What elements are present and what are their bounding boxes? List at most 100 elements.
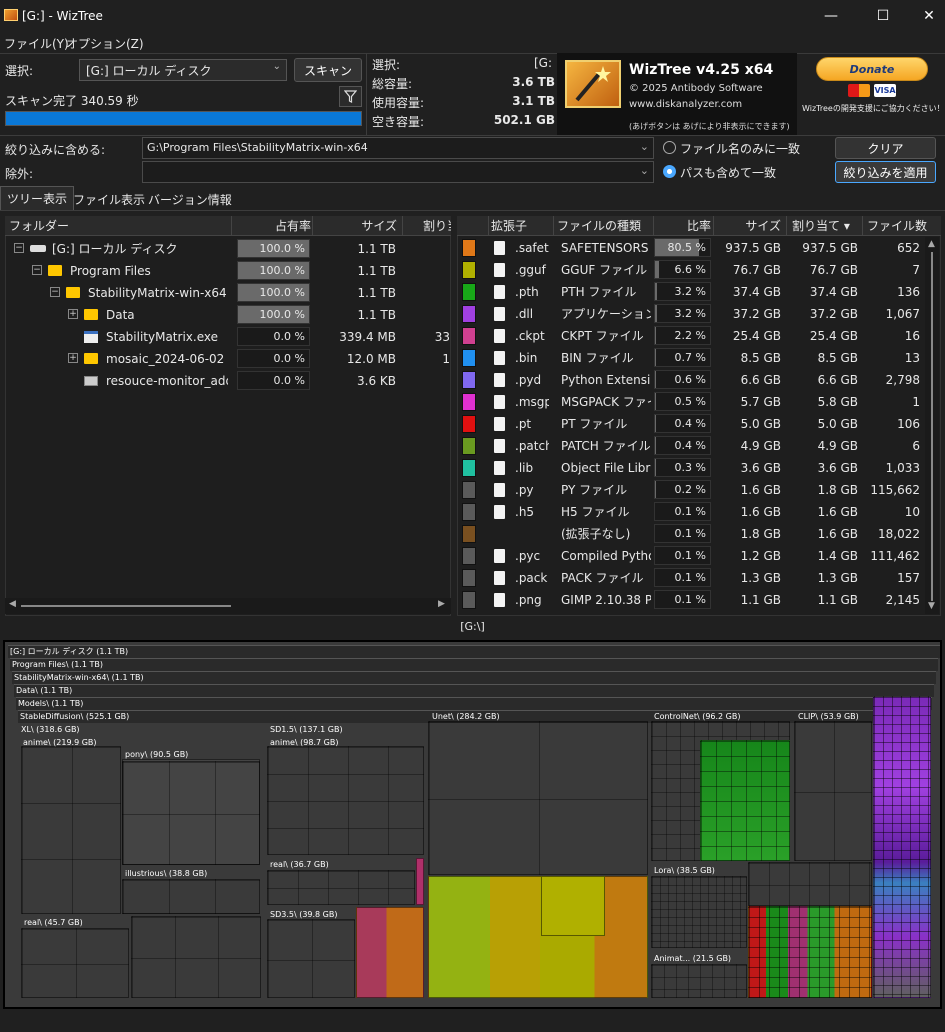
ext-size: 25.4 GB bbox=[732, 329, 781, 343]
menu-file[interactable]: ファイル(Y) bbox=[4, 37, 69, 51]
ext-row[interactable]: .pyc Compiled Pytho 0.1 % 1.2 GB 1.4 GB 111,4… bbox=[0, 545, 924, 567]
scroll-left-icon[interactable]: ◀ bbox=[9, 599, 16, 609]
tab-tree-view[interactable]: ツリー表示 bbox=[0, 186, 75, 210]
minimize-button[interactable]: — bbox=[824, 8, 838, 24]
treemap-folder-header[interactable]: [G:] ローカル ディスク (1.1 TB) bbox=[8, 645, 940, 658]
tree-row[interactable]: resouce-monitor_add 0.0 % 3.6 KB bbox=[6, 370, 450, 392]
ext-row[interactable]: .dll アプリケーション拡 3.2 % 37.2 GB 37.2 GB 1,067 bbox=[0, 303, 924, 325]
treemap-block[interactable] bbox=[873, 696, 931, 998]
close-button[interactable]: ✕ bbox=[923, 8, 935, 24]
col-file-type[interactable]: ファイルの種類 bbox=[553, 216, 641, 235]
treemap-block[interactable] bbox=[122, 879, 260, 914]
scroll-down-icon[interactable]: ▼ bbox=[928, 601, 935, 611]
tab-file-view[interactable]: ファイル表示 bbox=[73, 193, 146, 207]
tree-scrollbar-horizontal[interactable]: ◀ ▶ bbox=[5, 598, 451, 614]
scan-button[interactable]: スキャン bbox=[294, 58, 362, 82]
ext-row[interactable]: .safete SAFETENSORS フ 80.5 % 937.5 GB 937.5 … bbox=[0, 237, 924, 259]
ext-row[interactable]: .bin BIN ファイル 0.7 % 8.5 GB 8.5 GB 13 bbox=[0, 347, 924, 369]
treemap-block[interactable] bbox=[267, 746, 424, 855]
expand-toggle-icon[interactable]: − bbox=[50, 287, 60, 297]
col-size[interactable]: サイズ bbox=[312, 216, 397, 235]
treemap-block[interactable] bbox=[651, 964, 747, 998]
chevron-down-icon[interactable]: ⌄ bbox=[639, 140, 649, 153]
chevron-down-icon[interactable]: ⌄ bbox=[639, 164, 649, 177]
maximize-button[interactable]: ☐ bbox=[876, 8, 890, 24]
exclude-filter-input[interactable]: ⌄ bbox=[142, 161, 654, 183]
ext-row[interactable]: .pt PT ファイル 0.4 % 5.0 GB 5.0 GB 106 bbox=[0, 413, 924, 435]
donate-button[interactable]: Donate bbox=[816, 57, 928, 81]
ext-row[interactable]: .lib Object File Libra 0.3 % 3.6 GB 3.6 GB 1,… bbox=[0, 457, 924, 479]
ext-row[interactable]: .patch PATCH ファイル 0.4 % 4.9 GB 4.9 GB 6 bbox=[0, 435, 924, 457]
tree-row[interactable]: − StabilityMatrix-win-x64 100.0 % 1.1 TB bbox=[6, 282, 450, 304]
col-ratio[interactable]: 比率 bbox=[653, 216, 711, 235]
treemap-folder-header[interactable]: Data\ (1.1 TB) bbox=[14, 684, 934, 697]
treemap-block[interactable] bbox=[651, 876, 747, 948]
scroll-up-icon[interactable]: ▲ bbox=[928, 239, 935, 249]
banner-url[interactable]: www.diskanalyzer.com bbox=[629, 99, 743, 110]
expand-toggle-icon[interactable]: + bbox=[68, 309, 78, 319]
ext-row[interactable]: .png GIMP 2.10.38 PN 0.1 % 1.1 GB 1.1 GB 2,14… bbox=[0, 589, 924, 611]
treemap-block[interactable] bbox=[794, 721, 872, 861]
treemap-folder-header[interactable]: StableDiffusion\ (525.1 GB) bbox=[18, 710, 930, 723]
ext-scrollbar-vertical[interactable]: ▲ ▼ bbox=[925, 237, 939, 614]
ext-row[interactable]: .ckpt CKPT ファイル 2.2 % 25.4 GB 25.4 GB 16 bbox=[0, 325, 924, 347]
filter-icon[interactable] bbox=[339, 86, 362, 107]
col-ext-alloc[interactable]: 割り当て ▾ bbox=[786, 216, 858, 235]
tab-version-info[interactable]: バージョン情報 bbox=[148, 193, 232, 207]
drive-select[interactable]: [G:] ローカル ディスク ⌄ bbox=[79, 59, 287, 81]
treemap-block[interactable] bbox=[428, 721, 648, 875]
stat-select-value: [G: bbox=[533, 56, 552, 70]
col-ext-size[interactable]: サイズ bbox=[713, 216, 781, 235]
include-filter-input[interactable]: G:\Program Files\StabilityMatrix-win-x64… bbox=[142, 137, 654, 159]
treemap-folder-header[interactable]: StabilityMatrix-win-x64\ (1.1 TB) bbox=[12, 671, 936, 684]
radio-filename-only[interactable] bbox=[663, 141, 676, 154]
file-type-icon bbox=[494, 483, 505, 497]
treemap-block[interactable] bbox=[541, 876, 605, 936]
ext-row[interactable]: (拡張子なし) 0.1 % 1.8 GB 1.6 GB 18,022 bbox=[0, 523, 924, 545]
color-swatch bbox=[462, 327, 476, 345]
clear-button[interactable]: クリア bbox=[835, 137, 936, 159]
treemap-block[interactable] bbox=[356, 907, 424, 998]
treemap-block[interactable] bbox=[428, 876, 648, 998]
col-folder[interactable]: フォルダー bbox=[9, 219, 70, 233]
menu-options[interactable]: オプション(Z) bbox=[66, 37, 144, 51]
col-alloc[interactable]: 割り当 bbox=[402, 216, 451, 235]
treemap-block[interactable] bbox=[131, 916, 261, 998]
tree-row[interactable]: + mosaic_2024-06-02 0.0 % 12.0 MB 1 bbox=[6, 348, 450, 370]
treemap-block[interactable] bbox=[267, 919, 355, 998]
radio-include-path[interactable] bbox=[663, 165, 676, 178]
ext-row[interactable]: .gguf GGUF ファイル 6.6 % 76.7 GB 76.7 GB 7 bbox=[0, 259, 924, 281]
treemap-block[interactable] bbox=[416, 858, 424, 905]
share-bar: 100.0 % bbox=[237, 239, 310, 258]
tree-row[interactable]: + Data 100.0 % 1.1 TB bbox=[6, 304, 450, 326]
treemap-block[interactable] bbox=[267, 870, 415, 905]
treemap-folder-header[interactable]: Program Files\ (1.1 TB) bbox=[10, 658, 938, 671]
ext-row[interactable]: .pth PTH ファイル 3.2 % 37.4 GB 37.4 GB 136 bbox=[0, 281, 924, 303]
scroll-thumb[interactable] bbox=[931, 252, 933, 601]
col-extension[interactable]: 拡張子 bbox=[488, 216, 527, 235]
scroll-right-icon[interactable]: ▶ bbox=[438, 599, 445, 609]
expand-toggle-icon[interactable]: + bbox=[68, 353, 78, 363]
treemap-block[interactable] bbox=[748, 906, 872, 998]
ext-row[interactable]: .pyd Python Extensio 0.6 % 6.6 GB 6.6 GB 2,79… bbox=[0, 369, 924, 391]
expand-toggle-icon[interactable]: − bbox=[14, 243, 24, 253]
ext-row[interactable]: .py PY ファイル 0.2 % 1.6 GB 1.8 GB 115,662 bbox=[0, 479, 924, 501]
ext-row[interactable]: .pack PACK ファイル 0.1 % 1.3 GB 1.3 GB 157 bbox=[0, 567, 924, 589]
apply-filter-button[interactable]: 絞り込みを適用 bbox=[835, 161, 936, 183]
treemap-folder-header[interactable]: Models\ (1.1 TB) bbox=[16, 697, 932, 710]
scroll-thumb[interactable] bbox=[21, 605, 231, 607]
tree-row[interactable]: − Program Files 100.0 % 1.1 TB bbox=[6, 260, 450, 282]
ext-row[interactable]: .h5 H5 ファイル 0.1 % 1.6 GB 1.6 GB 10 bbox=[0, 501, 924, 523]
treemap-block[interactable] bbox=[21, 746, 121, 914]
treemap-block[interactable] bbox=[700, 740, 790, 861]
col-share[interactable]: 占有率 bbox=[231, 216, 311, 235]
col-file-count[interactable]: ファイル数 bbox=[862, 216, 927, 235]
tree-row[interactable]: StabilityMatrix.exe 0.0 % 339.4 MB 33 bbox=[6, 326, 450, 348]
treemap-block[interactable] bbox=[748, 862, 872, 906]
ext-row[interactable]: .msgp MSGPACK ファイル 0.5 % 5.7 GB 5.8 GB 1 bbox=[0, 391, 924, 413]
treemap-block-label: Animat... (21.5 GB) bbox=[654, 954, 732, 963]
expand-toggle-icon[interactable]: − bbox=[32, 265, 42, 275]
treemap-block[interactable] bbox=[122, 761, 260, 865]
treemap-block[interactable] bbox=[21, 928, 129, 998]
tree-row[interactable]: − [G:] ローカル ディスク 100.0 % 1.1 TB bbox=[6, 238, 450, 260]
